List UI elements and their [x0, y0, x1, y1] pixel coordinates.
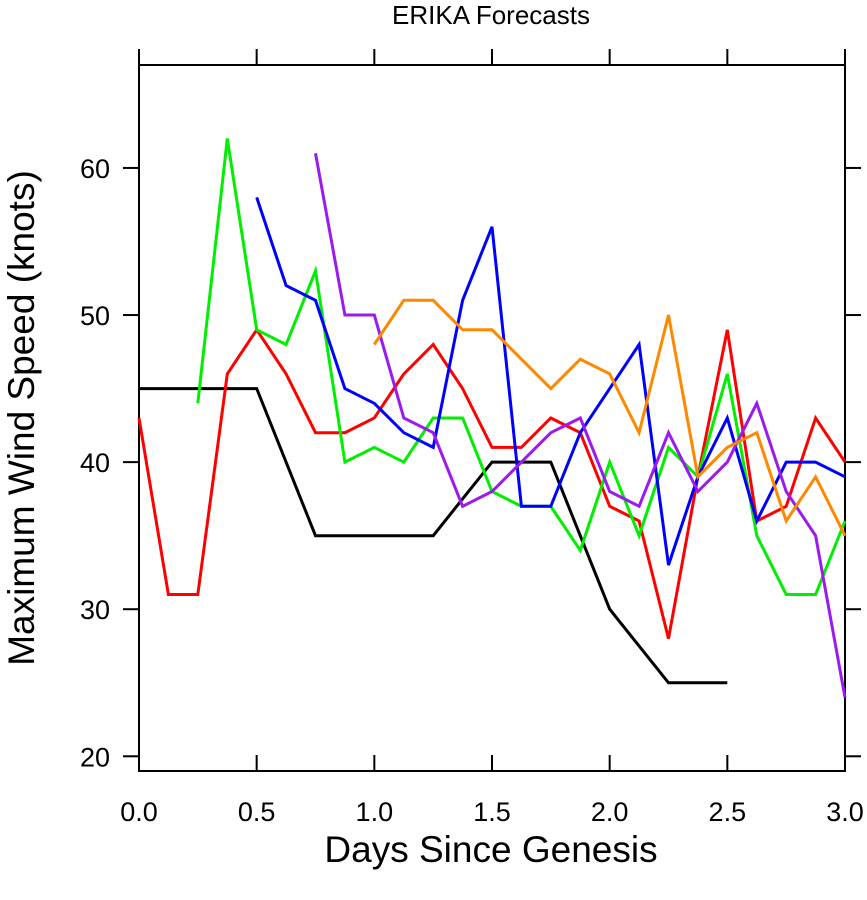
forecast-line-5 — [314, 153, 847, 698]
forecast-line-4 — [255, 196, 846, 566]
x-tick-label: 0.5 — [238, 797, 276, 827]
x-tick-label: 1.5 — [473, 797, 511, 827]
forecast-line-2 — [137, 327, 847, 639]
chart-title: ERIKA Forecasts — [392, 0, 590, 30]
x-axis-title: Days Since Genesis — [324, 829, 657, 870]
x-tick-label: 0.0 — [120, 797, 158, 827]
y-tick-label: 50 — [80, 301, 110, 331]
x-tick-label: 2.5 — [709, 797, 747, 827]
forecast-line-3 — [196, 138, 847, 596]
y-tick-label: 20 — [80, 742, 110, 772]
y-tick-label: 30 — [80, 595, 110, 625]
series-lines — [137, 138, 847, 698]
y-tick-label: 40 — [80, 448, 110, 478]
axis-ticks — [123, 49, 861, 771]
x-tick-label: 1.0 — [356, 797, 394, 827]
x-tick-label: 3.0 — [826, 797, 864, 827]
x-tick-label: 2.0 — [591, 797, 629, 827]
forecast-line-1 — [139, 387, 728, 685]
y-tick-label: 60 — [80, 154, 110, 184]
plot-frame — [138, 64, 846, 772]
x-tick-labels: 0.0 0.5 1.0 1.5 2.0 2.5 3.0 — [120, 797, 864, 827]
y-axis-title: Maximum Wind Speed (knots) — [1, 170, 42, 666]
forecast-line-6 — [373, 298, 847, 537]
y-tick-labels: 20 30 40 50 60 — [80, 154, 110, 772]
